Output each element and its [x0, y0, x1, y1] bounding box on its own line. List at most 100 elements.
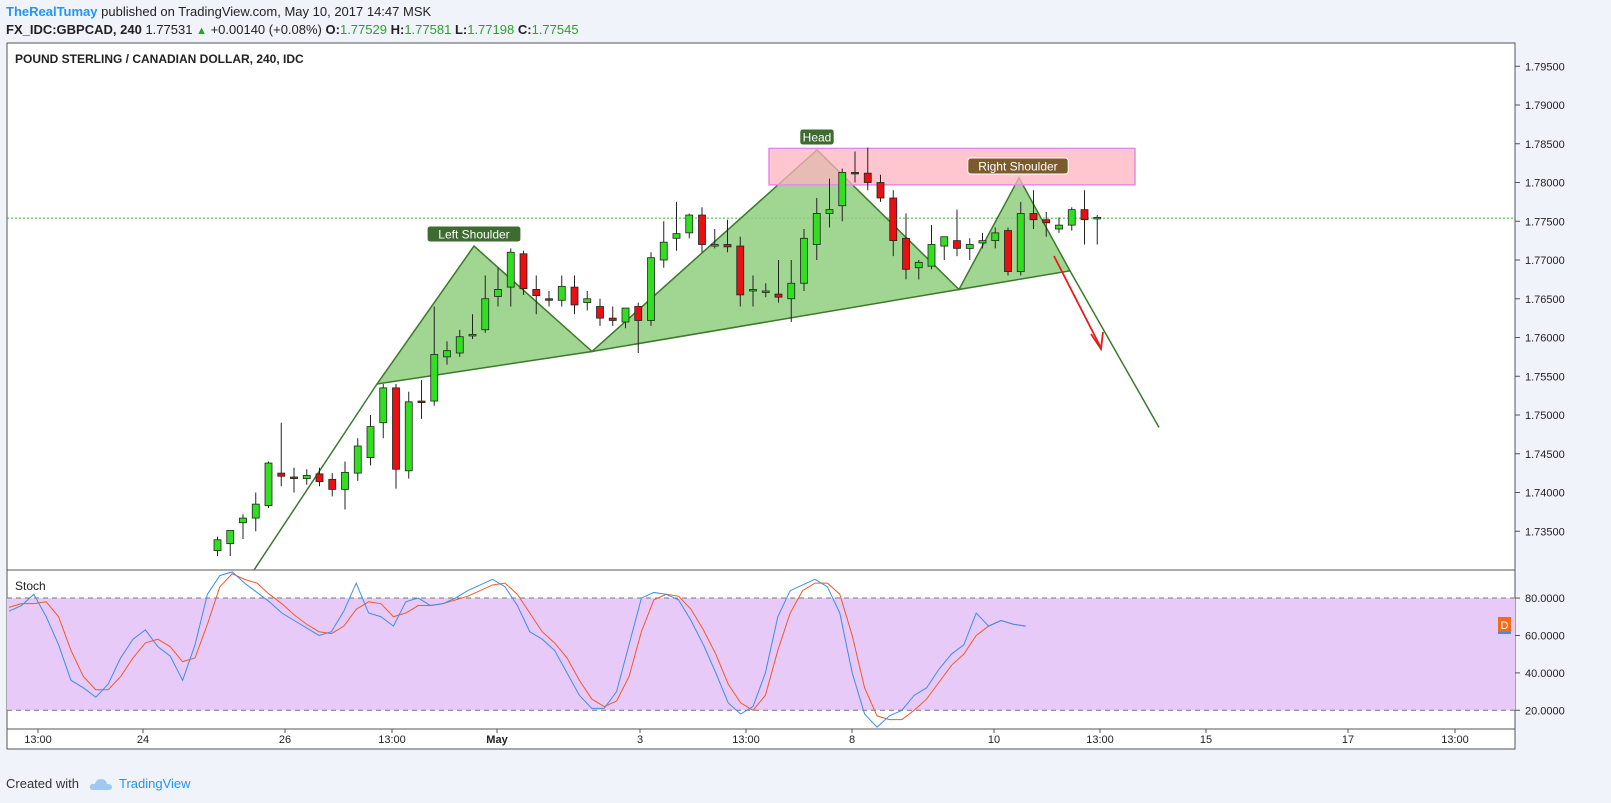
x-tick-label: 13:00 — [1441, 734, 1469, 746]
candle-body — [710, 244, 719, 247]
y-tick-label: 1.78500 — [1525, 139, 1565, 151]
price-change: +0.00140 (+0.08%) — [210, 22, 322, 37]
candle — [723, 219, 732, 253]
publish-info: TheRealTumay published on TradingView.co… — [6, 4, 431, 19]
candle-body — [1004, 230, 1012, 273]
candle-body — [914, 261, 923, 269]
candle-body — [1016, 213, 1025, 273]
author-link[interactable]: TheRealTumay — [6, 4, 98, 19]
y-tick-label: 1.75500 — [1525, 371, 1565, 383]
bearish-arrow-line — [1053, 255, 1101, 347]
candle-body — [1080, 209, 1089, 221]
candle — [596, 298, 604, 326]
stoch-d-marker-bg — [1498, 617, 1511, 633]
stoch-tick-label: 40.0000 — [1525, 668, 1565, 680]
candle-body — [417, 400, 426, 403]
candle — [1042, 211, 1051, 237]
low-label: L: — [454, 22, 468, 37]
y-tick-label: 1.77000 — [1525, 255, 1565, 267]
stoch-tick-label: 20.0000 — [1525, 705, 1565, 717]
candle-body — [659, 241, 668, 261]
candle — [685, 213, 694, 239]
candle — [749, 275, 757, 307]
candle-body — [825, 209, 834, 214]
candle — [978, 232, 987, 249]
stoch-band — [7, 598, 1515, 711]
candle — [1093, 215, 1102, 245]
candle-body — [1055, 224, 1063, 230]
candle-body — [978, 240, 987, 244]
open-label: O: — [325, 22, 340, 37]
candle-body — [1067, 209, 1076, 226]
price-pane: Left Shoulder Head Right Shoulder POUND STE… — [7, 52, 1515, 570]
candle-body — [991, 232, 1000, 242]
right-shoulder-label: Right Shoulder — [967, 157, 1069, 175]
candle — [672, 201, 681, 251]
candle-body — [379, 387, 388, 424]
candle-body — [557, 285, 566, 301]
candle-body — [404, 401, 413, 472]
head-label-bg — [799, 128, 835, 146]
y-tick-label: 1.77500 — [1525, 216, 1565, 228]
x-tick-label: 17 — [1342, 734, 1354, 746]
candle-body — [468, 333, 477, 337]
candle — [825, 178, 834, 228]
target-line — [1069, 270, 1160, 428]
candle-body — [519, 253, 528, 290]
candles — [213, 147, 1102, 557]
symbol-info: FX_IDC:GBPCAD, 240 1.77531 ▲ +0.00140 (+… — [6, 22, 579, 37]
candle-body — [506, 251, 515, 288]
candle — [583, 291, 592, 311]
bearish-arrow-head — [1090, 331, 1104, 352]
candle — [417, 380, 426, 419]
candle-body — [315, 473, 324, 483]
tradingview-link[interactable]: TradingView — [118, 776, 191, 791]
candle-body — [812, 213, 821, 245]
stoch-tick-label: 80.0000 — [1525, 593, 1565, 605]
candle-body — [749, 289, 757, 292]
candle — [545, 291, 553, 307]
resistance-zone — [768, 147, 1136, 186]
head-label: Head — [799, 128, 835, 146]
candle — [914, 260, 923, 280]
candle-body — [239, 517, 247, 524]
low-value: 1.77198 — [467, 22, 515, 37]
candle — [991, 227, 1000, 249]
candle — [1055, 217, 1063, 233]
high-label: H: — [390, 22, 405, 37]
head-label-text: Head — [803, 131, 832, 145]
candle-body — [621, 307, 630, 323]
candle — [851, 151, 859, 183]
y-tick-label: 1.79500 — [1525, 61, 1565, 73]
candle-body — [761, 290, 770, 293]
candle — [290, 467, 298, 493]
candle-body — [226, 530, 235, 545]
candle — [506, 248, 515, 307]
candle-body — [953, 240, 961, 249]
candle-body — [736, 245, 745, 296]
candle-body — [481, 298, 490, 331]
candle-body — [583, 298, 592, 304]
candle — [392, 384, 400, 489]
candle-body — [647, 257, 655, 321]
open-value: 1.77529 — [339, 22, 387, 37]
axes: 1.79500 1.79000 1.78500 1.78000 1.77500 1.770… — [7, 61, 1565, 746]
right-shoulder-label-text: Right Shoulder — [978, 160, 1057, 174]
candle-body — [596, 306, 604, 319]
candle-body — [685, 214, 694, 234]
candle-body — [723, 244, 732, 248]
symbol: FX_IDC:GBPCAD, 240 — [6, 22, 142, 37]
candle — [1029, 190, 1038, 229]
candle — [430, 306, 439, 406]
candle-body — [570, 286, 579, 306]
left-shoulder-label-text: Left Shoulder — [438, 228, 509, 242]
up-arrow-icon: ▲ — [196, 25, 207, 37]
candle — [710, 229, 719, 249]
candle — [774, 260, 783, 303]
candle-body — [774, 293, 783, 298]
candle-body — [545, 298, 553, 301]
right-shoulder-label-bg — [967, 157, 1069, 175]
y-tick-label: 1.73500 — [1525, 526, 1565, 538]
candle — [800, 229, 808, 291]
